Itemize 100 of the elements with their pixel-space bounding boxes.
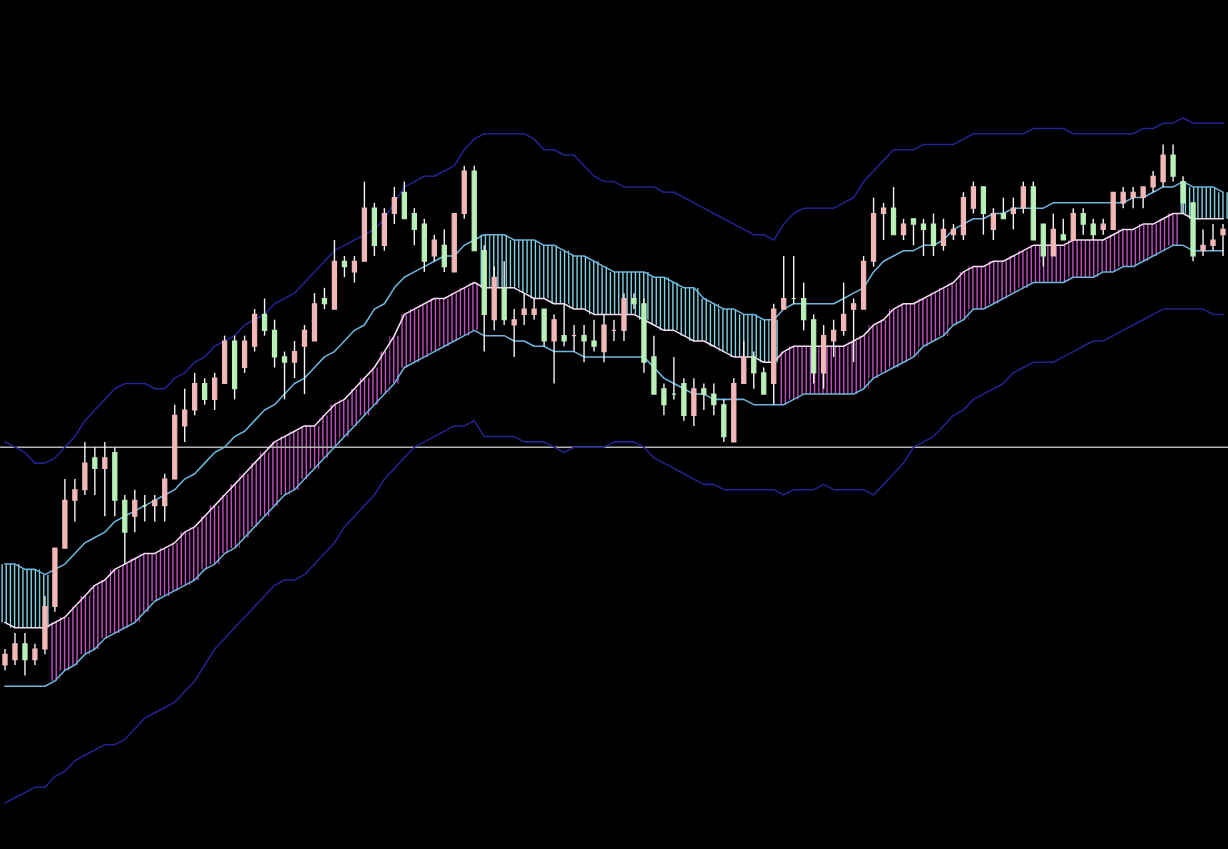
candlestick xyxy=(132,488,138,533)
candlestick xyxy=(990,207,997,241)
candlestick xyxy=(591,319,597,353)
bar xyxy=(938,287,949,336)
candlestick xyxy=(411,207,417,247)
candlestick xyxy=(880,202,887,241)
bar xyxy=(668,282,679,331)
candlestick xyxy=(1090,218,1096,241)
candlestick xyxy=(281,350,288,401)
candlestick xyxy=(970,180,977,215)
bar xyxy=(79,595,90,655)
bar xyxy=(139,553,150,612)
candlestick xyxy=(701,382,707,411)
bar xyxy=(519,240,530,294)
bar xyxy=(1098,240,1109,272)
bar xyxy=(1088,240,1099,278)
bar xyxy=(249,463,260,527)
bar xyxy=(549,245,560,304)
candlestick xyxy=(1140,186,1146,209)
bar xyxy=(1108,234,1119,272)
candlestick xyxy=(202,377,208,406)
bar xyxy=(988,261,999,304)
candlestick xyxy=(581,324,587,363)
candlestick xyxy=(2,648,8,671)
bar xyxy=(69,606,80,665)
bar xyxy=(978,266,989,310)
candlestick xyxy=(152,494,158,523)
bar xyxy=(599,266,610,315)
candlestick xyxy=(92,446,98,496)
bar xyxy=(848,340,859,395)
bar xyxy=(319,415,330,458)
candlestick xyxy=(930,212,937,257)
candlestick xyxy=(1200,228,1206,257)
candlestick xyxy=(1060,218,1066,241)
bar xyxy=(1028,245,1039,283)
candlestick xyxy=(341,255,348,278)
bar xyxy=(9,564,20,628)
candlestick xyxy=(781,255,787,310)
bar xyxy=(229,484,240,549)
candlestick xyxy=(1080,207,1086,236)
candlestick xyxy=(1120,186,1126,209)
candlestick xyxy=(1180,175,1186,215)
bar xyxy=(509,240,520,288)
bar xyxy=(169,542,180,591)
bar xyxy=(289,431,300,490)
bar xyxy=(728,309,739,357)
bar xyxy=(309,425,320,469)
bar xyxy=(948,282,959,326)
bar xyxy=(1058,245,1069,283)
bar xyxy=(399,314,410,368)
bar xyxy=(199,516,210,570)
bar xyxy=(269,441,280,506)
candlestick xyxy=(301,324,308,395)
bar xyxy=(359,378,370,416)
bar xyxy=(99,579,110,639)
bar xyxy=(708,303,719,347)
bar xyxy=(968,266,979,310)
bar xyxy=(539,245,550,299)
candlestick xyxy=(761,366,767,395)
bar xyxy=(1018,250,1029,288)
bar xyxy=(239,473,250,538)
bar xyxy=(219,495,230,554)
bar xyxy=(908,303,919,357)
bar xyxy=(1158,218,1169,251)
candlestick xyxy=(940,218,947,252)
bar xyxy=(1208,186,1219,219)
bar xyxy=(189,526,200,580)
candlestick xyxy=(291,340,298,379)
bar xyxy=(718,309,729,352)
candlestick xyxy=(801,281,807,332)
candlestick xyxy=(22,632,28,677)
candlestick xyxy=(182,388,188,443)
bar xyxy=(349,388,360,426)
bar xyxy=(279,436,290,495)
candlestick xyxy=(561,303,567,347)
bar xyxy=(688,287,699,341)
bar xyxy=(419,303,430,357)
candlestick xyxy=(1220,223,1226,257)
bar xyxy=(449,293,460,341)
candlestick xyxy=(32,643,38,666)
candlestick xyxy=(1170,143,1176,183)
bar xyxy=(928,293,939,341)
candlestick xyxy=(261,297,268,337)
bar xyxy=(569,255,580,310)
candlestick xyxy=(840,281,847,337)
bar xyxy=(868,325,879,379)
candlestick xyxy=(1000,196,1007,220)
bar xyxy=(429,298,440,352)
candlestick xyxy=(391,186,398,225)
bar xyxy=(389,335,400,384)
candlestick xyxy=(661,382,667,417)
bar xyxy=(559,250,570,304)
bar xyxy=(838,346,849,395)
bar xyxy=(29,569,40,628)
bar xyxy=(129,558,140,623)
candlestick xyxy=(900,218,907,241)
candlestick xyxy=(431,234,437,262)
bar xyxy=(579,255,590,310)
bar xyxy=(59,617,70,671)
bar xyxy=(459,287,470,336)
